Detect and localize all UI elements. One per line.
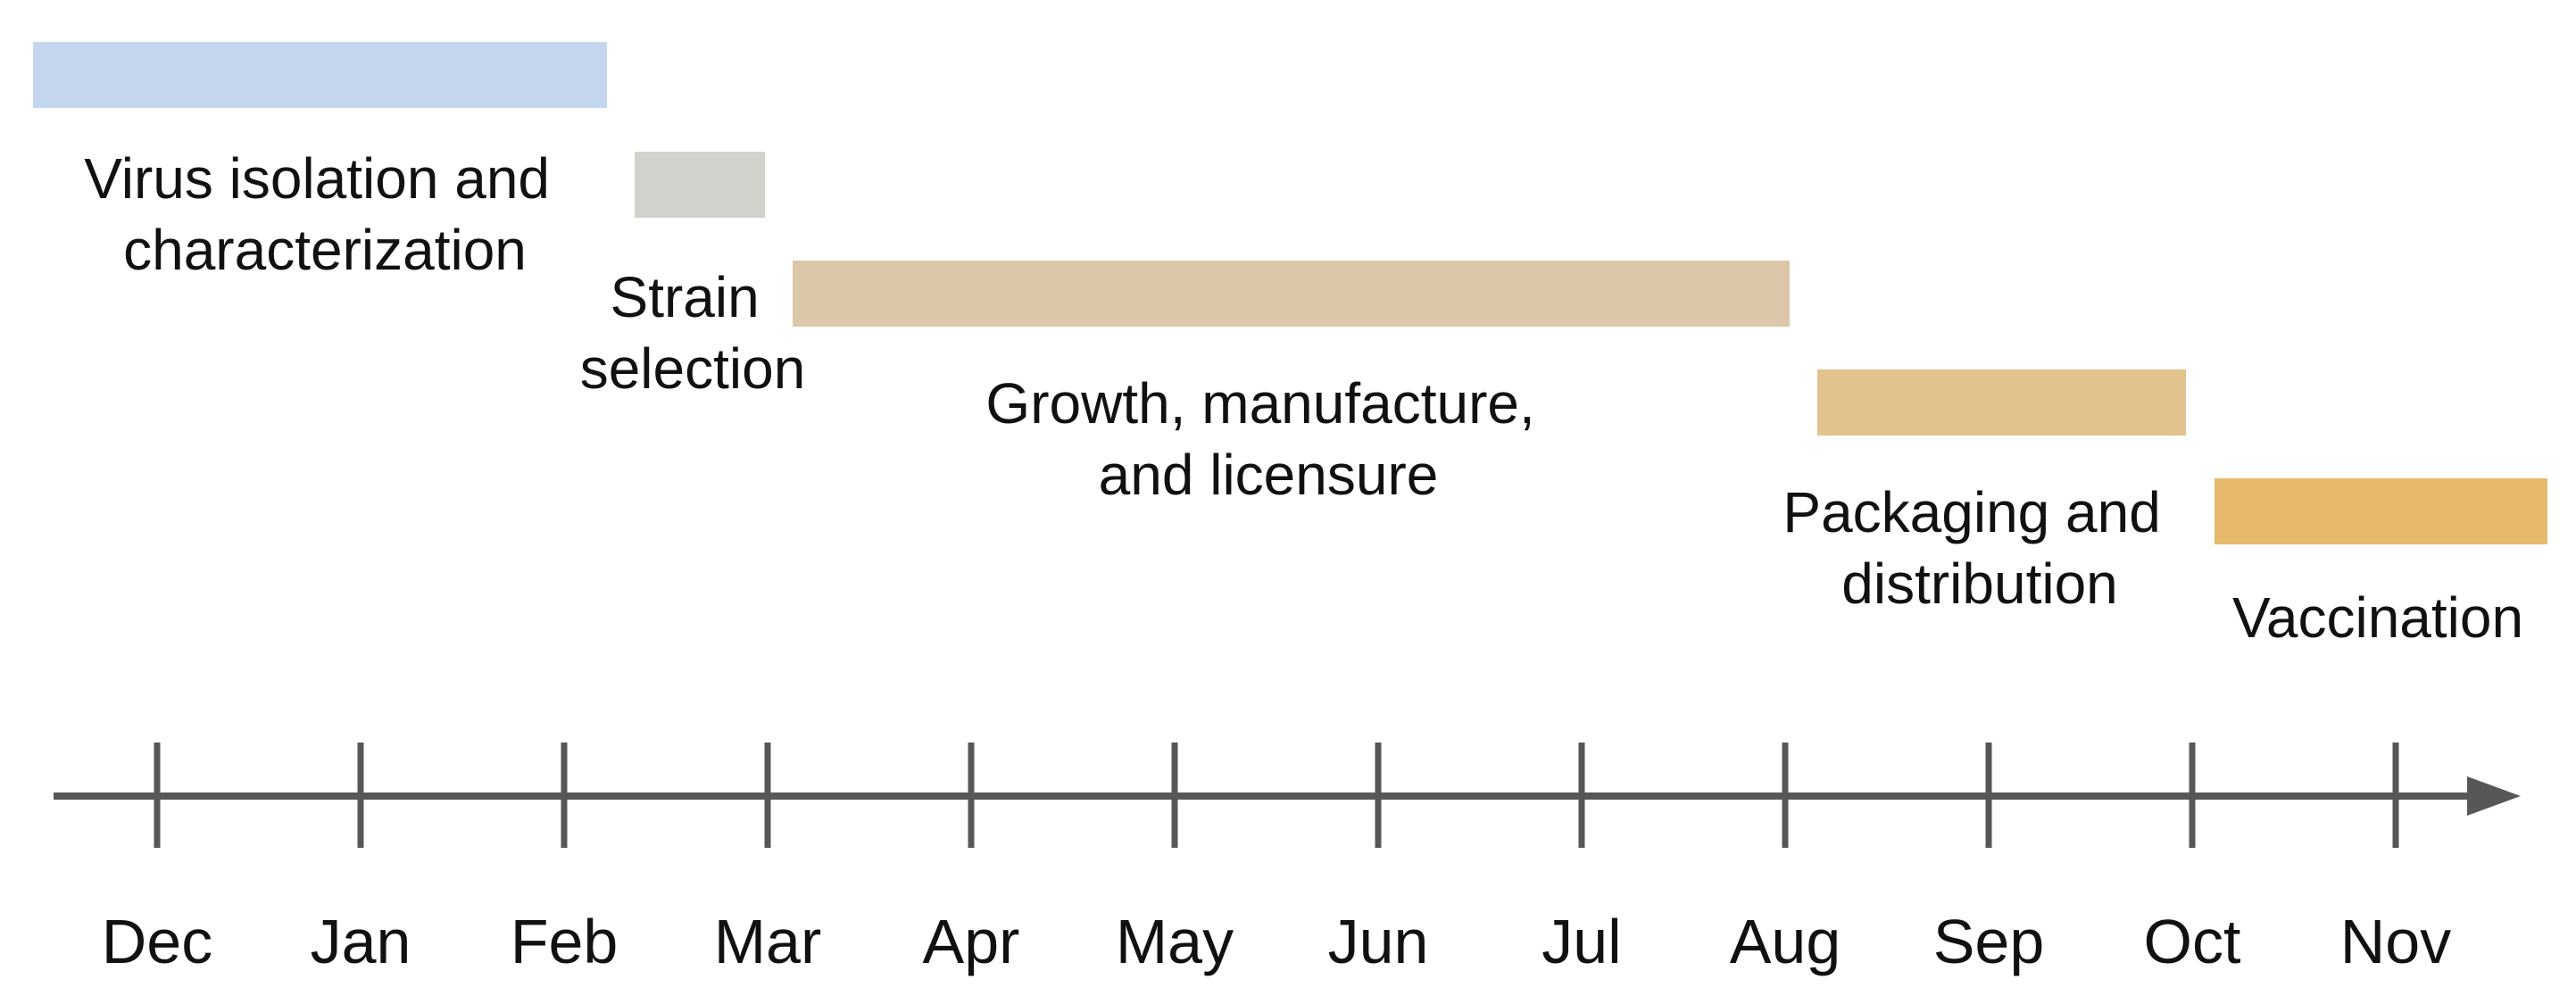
axis-arrowhead bbox=[2467, 776, 2521, 816]
phase-bar-packaging-distribution bbox=[1817, 369, 2186, 436]
month-labels: Dec Jan Feb Mar Apr May Jun Jul Aug Sep … bbox=[102, 907, 2451, 976]
month-label-oct: Oct bbox=[2144, 907, 2241, 976]
timeline-axis bbox=[54, 743, 2521, 848]
phase-packaging-distribution: Packaging and distribution bbox=[1782, 369, 2186, 616]
phase-label-vaccination: Vaccination bbox=[2232, 585, 2523, 650]
phase-label-line: Vaccination bbox=[2232, 585, 2523, 650]
month-label-mar: Mar bbox=[714, 907, 822, 976]
month-label-aug: Aug bbox=[1730, 907, 1841, 976]
month-label-jun: Jun bbox=[1328, 907, 1429, 976]
month-label-jul: Jul bbox=[1541, 907, 1621, 976]
phase-bar-strain-selection bbox=[635, 152, 765, 218]
phase-growth-manufacture: Growth, manufacture, and licensure bbox=[793, 261, 1790, 507]
phase-label-strain-selection: Strain selection bbox=[580, 265, 806, 401]
phase-label-line: Strain bbox=[611, 265, 760, 329]
month-label-dec: Dec bbox=[102, 907, 212, 976]
month-label-apr: Apr bbox=[923, 907, 1020, 976]
phase-strain-selection: Strain selection bbox=[580, 152, 806, 401]
phase-bar-vaccination bbox=[2215, 478, 2547, 544]
phase-label-line: Virus isolation and bbox=[84, 146, 550, 211]
phase-bar-growth-manufacture bbox=[793, 261, 1790, 327]
phase-label-line: Packaging and bbox=[1782, 480, 2160, 544]
phase-label-line: selection bbox=[580, 336, 806, 401]
phase-label-line: and licensure bbox=[1099, 443, 1439, 507]
month-label-sep: Sep bbox=[1933, 907, 2045, 976]
month-label-jan: Jan bbox=[311, 907, 411, 976]
month-label-feb: Feb bbox=[511, 907, 619, 976]
phase-bar-virus-isolation bbox=[33, 42, 607, 108]
phase-label-virus-isolation: Virus isolation and characterization bbox=[84, 146, 566, 282]
phase-label-line: characterization bbox=[123, 218, 527, 282]
phase-label-growth-manufacture: Growth, manufacture, and licensure bbox=[985, 371, 1550, 507]
month-label-may: May bbox=[1116, 907, 1234, 976]
phase-label-line: Growth, manufacture, bbox=[985, 371, 1534, 436]
month-label-nov: Nov bbox=[2340, 907, 2451, 976]
phase-virus-isolation: Virus isolation and characterization bbox=[33, 42, 607, 282]
phase-vaccination: Vaccination bbox=[2215, 478, 2547, 650]
phase-label-packaging-distribution: Packaging and distribution bbox=[1782, 480, 2176, 616]
phase-label-line: distribution bbox=[1841, 552, 2118, 616]
